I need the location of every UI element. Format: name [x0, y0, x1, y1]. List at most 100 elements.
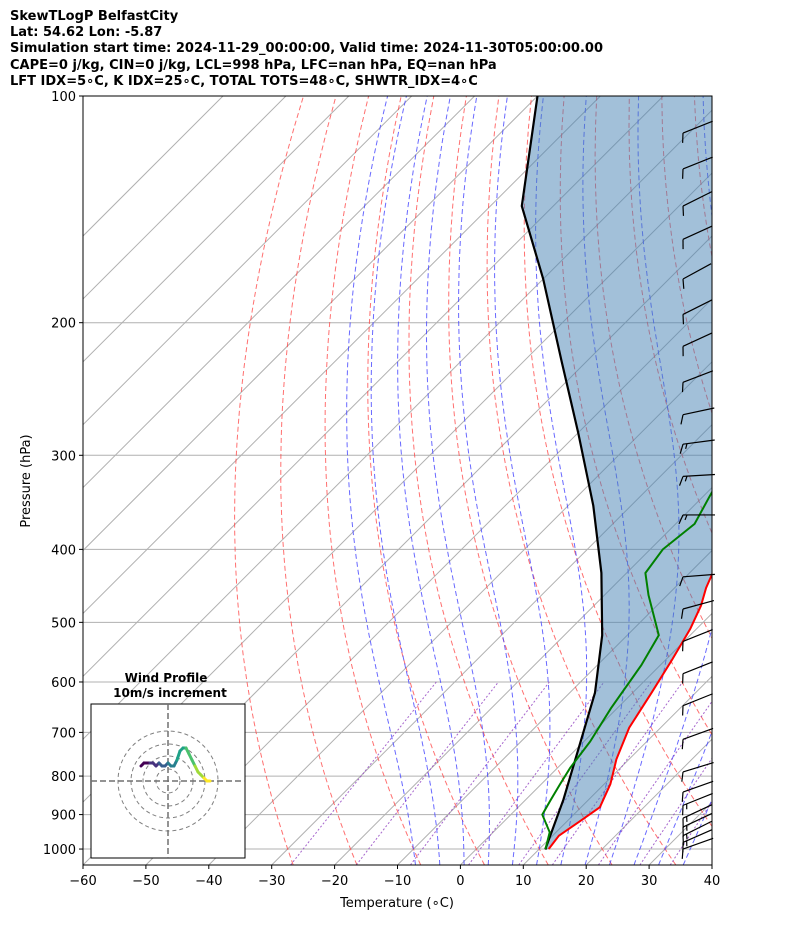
wind-barb: [682, 299, 712, 325]
wind-barb: [682, 263, 712, 289]
wind-barb: [682, 804, 713, 829]
wind-barb: [678, 514, 715, 525]
x-tick-label: 40: [704, 874, 721, 889]
wind-barb: [682, 120, 713, 143]
mixing-ratio-line: [639, 757, 712, 865]
isotherm: [83, 96, 475, 489]
stability-shading: [521, 96, 712, 849]
y-tick-label: 500: [51, 616, 76, 631]
chart-title: SkewTLogP BelfastCity: [10, 9, 179, 24]
wind-barb: [681, 780, 714, 802]
wind-barb: [681, 727, 714, 750]
isotherm: [83, 96, 413, 426]
x-tick-label: −10: [384, 874, 411, 889]
mixing-ratio-line: [468, 681, 605, 865]
wind-barb: [682, 628, 713, 652]
x-tick-label: 20: [578, 874, 595, 889]
isotherm: [83, 96, 601, 615]
wind-barb: [681, 370, 714, 393]
isotherm: [83, 96, 350, 363]
x-tick-label: 0: [456, 874, 464, 889]
dry-adiabat: [324, 96, 422, 865]
x-axis-ticks: −60 −50 −40 −30 −20 −10 0 10 20 30 40: [69, 865, 720, 889]
wind-barb: [682, 225, 713, 250]
x-tick-label: −20: [321, 874, 348, 889]
mixing-ratio-line: [409, 681, 550, 865]
wind-barb: [680, 600, 715, 619]
y-tick-label: 1000: [43, 843, 76, 858]
y-tick-label: 200: [51, 317, 76, 332]
wind-barb: [681, 761, 714, 782]
dry-adiabat: [523, 96, 712, 828]
y-tick-label: 800: [51, 770, 76, 785]
inset-title: Wind Profile: [125, 671, 208, 685]
dry-adiabat: [727, 96, 794, 865]
x-tick-label: −50: [132, 874, 159, 889]
chart-header: SkewTLogP BelfastCity Lat: 54.62 Lon: -5…: [10, 9, 603, 90]
isotherm: [334, 486, 712, 865]
wind-barb: [682, 191, 712, 216]
y-tick-label: 100: [51, 90, 76, 105]
mixing-ratio-line: [290, 681, 437, 865]
wind-barb: [679, 439, 715, 454]
dry-adiabat: [486, 96, 677, 865]
wind-barb: [682, 820, 712, 846]
y-tick-label: 700: [51, 726, 76, 741]
hodograph-segment: [175, 749, 182, 762]
isotherm: [522, 675, 712, 865]
moist-adiabat: [346, 96, 416, 865]
moist-adiabat: [658, 730, 712, 865]
moist-adiabat: [397, 96, 465, 865]
y-tick-label: 900: [51, 809, 76, 824]
moist-adiabat: [370, 96, 441, 865]
wind-barb: [682, 156, 713, 179]
x-axis-label: Temperature (∘C): [339, 896, 454, 911]
wind-barb: [682, 792, 713, 816]
wind-barb: [682, 693, 713, 716]
inset-subtitle: 10m/s increment: [113, 686, 227, 700]
temperature-line: [547, 571, 712, 850]
y-tick-label: 400: [51, 543, 76, 558]
isotherm: [397, 549, 712, 865]
x-tick-label: −60: [69, 874, 96, 889]
dry-adiabat: [760, 96, 794, 865]
x-tick-label: 10: [515, 874, 532, 889]
wind-barbs: [678, 120, 715, 859]
location-line: Lat: 54.62 Lon: -5.87: [10, 25, 163, 41]
moist-adiabat: [633, 96, 712, 865]
dry-adiabat: [234, 96, 304, 865]
hodograph: [91, 704, 245, 858]
isotherm: [711, 864, 712, 865]
wind-barb: [682, 661, 713, 684]
moist-adiabat: [682, 798, 712, 865]
x-tick-label: −30: [258, 874, 285, 889]
dry-adiabat: [448, 96, 613, 865]
y-tick-label: 600: [51, 676, 76, 691]
indices-line-2: LFT IDX=5∘C, K IDX=25∘C, TOTAL TOTS=48∘C…: [10, 73, 478, 89]
wind-profile-inset: Wind Profile 10m/s increment: [90, 671, 246, 859]
mixing-ratio-line: [597, 700, 712, 865]
y-tick-label: 300: [51, 449, 76, 464]
data-lines: [520, 96, 712, 850]
moist-adiabat: [426, 96, 490, 865]
time-line: Simulation start time: 2024-11-29_00:00:…: [10, 41, 603, 57]
dewpoint-line: [541, 490, 712, 850]
wind-barb: [682, 812, 713, 837]
parcel-line: [520, 96, 604, 850]
isotherm: [83, 96, 224, 237]
wind-barb: [678, 473, 715, 486]
y-axis-label: Pressure (hPa): [19, 434, 34, 527]
x-tick-label: −40: [195, 874, 222, 889]
dry-adiabat: [280, 96, 358, 865]
x-tick-label: 30: [641, 874, 658, 889]
indices-line-1: CAPE=0 j/kg, CIN=0 j/kg, LCL=998 hPa, LF…: [10, 57, 497, 73]
wind-barb: [682, 332, 713, 357]
isotherm: [145, 298, 712, 865]
isotherm: [83, 96, 538, 552]
wind-barb: [679, 573, 715, 587]
dry-adiabat: [408, 96, 549, 865]
wind-barb: [680, 407, 715, 425]
isotherm: [83, 96, 287, 300]
y-axis-ticks: 100 200 300 400 500 600 700 800 900 1000: [43, 90, 83, 858]
